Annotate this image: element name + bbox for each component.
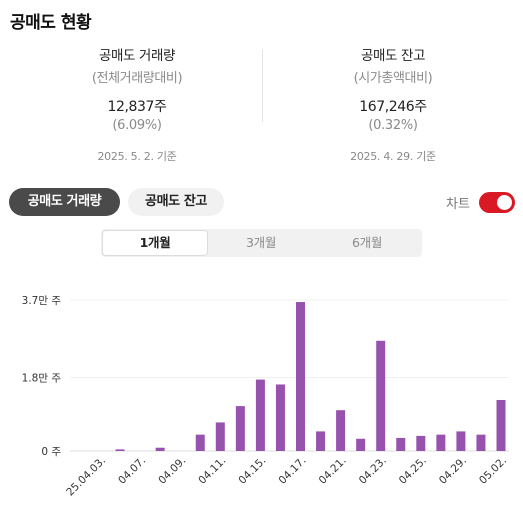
balance-stat-value: 167,246주 [359, 99, 427, 115]
balance-stat-date: 2025. 4. 29. 기준 [350, 150, 436, 163]
chart-bar [215, 422, 225, 451]
balance-stat-subheading: (시가총액대비) [353, 71, 433, 86]
short-balance-button[interactable]: 공매도 잔고 [128, 188, 224, 216]
chart-bar [275, 384, 285, 451]
chart-toggle-knob [497, 195, 512, 210]
chart-toggle-label: 차트 [446, 197, 470, 212]
x-tick-label: 04.07. [116, 455, 148, 487]
chart-bar [195, 434, 205, 451]
x-tick-label: 04.17. [277, 455, 309, 487]
chart-bar [496, 399, 506, 451]
chart-bar [396, 437, 406, 451]
chart-bar [436, 434, 446, 451]
period-tab-1-month[interactable]: 1개월 [103, 231, 207, 255]
x-tick-label: 04.21. [317, 455, 349, 487]
x-tick-label: 05.02. [477, 455, 509, 487]
chart-bar [296, 302, 305, 451]
balance-stat-panel: 공매도 잔고 (시가총액대비) 167,246주 (0.32%) 2025. 4… [293, 44, 493, 164]
volume-stat-value: 12,837주 [107, 99, 167, 115]
x-tick-label: 25.04.03. [64, 455, 108, 499]
x-tick-label: 04.23. [357, 455, 389, 487]
chart-bar [336, 410, 346, 451]
balance-stat-heading: 공매도 잔고 [361, 48, 425, 64]
period-tab-6-months[interactable]: 6개월 [351, 235, 383, 250]
chart-toggle[interactable] [479, 192, 515, 213]
chart-bar [115, 449, 125, 451]
chart-bar [416, 435, 426, 451]
chart-bar [155, 447, 165, 451]
balance-stat-percent: (0.32%) [368, 118, 418, 133]
x-tick-label: 04.15. [236, 455, 268, 487]
y-tick-label: 0 주 [41, 446, 61, 458]
y-tick-label: 1.8만 주 [22, 373, 62, 385]
chart-bar [235, 406, 245, 451]
chart-bar [376, 340, 386, 451]
page-title: 공매도 현황 [10, 13, 92, 33]
volume-stat-heading: 공매도 거래량 [98, 48, 175, 64]
volume-stat-panel: 공매도 거래량 (전체거래량대비) 12,837주 (6.09%) 2025. … [37, 44, 237, 164]
short-volume-button[interactable]: 공매도 거래량 [9, 188, 120, 216]
chart-bar [356, 438, 366, 451]
chart-bar [316, 431, 326, 451]
x-tick-label: 04.29. [437, 455, 469, 487]
stat-divider [262, 50, 263, 122]
period-selector: 1개월 3개월 6개월 [101, 229, 422, 257]
period-tab-3-months[interactable]: 3개월 [245, 235, 277, 250]
x-tick-label: 04.11. [196, 455, 228, 487]
volume-stat-percent: (6.09%) [112, 118, 162, 133]
volume-stat-subheading: (전체거래량대비) [91, 71, 183, 86]
y-tick-label: 3.7만 주 [22, 295, 62, 307]
volume-stat-date: 2025. 5. 2. 기준 [97, 150, 177, 163]
x-tick-label: 04.09. [156, 455, 188, 487]
chart-bar [255, 379, 265, 451]
x-tick-label: 04.25. [397, 455, 429, 487]
chart-bar [476, 434, 486, 451]
short-volume-bar-chart: 3.7만 주1.8만 주0 주25.04.03. 04.07. 04.09. 04.1… [22, 295, 509, 499]
chart-bar [456, 431, 466, 451]
